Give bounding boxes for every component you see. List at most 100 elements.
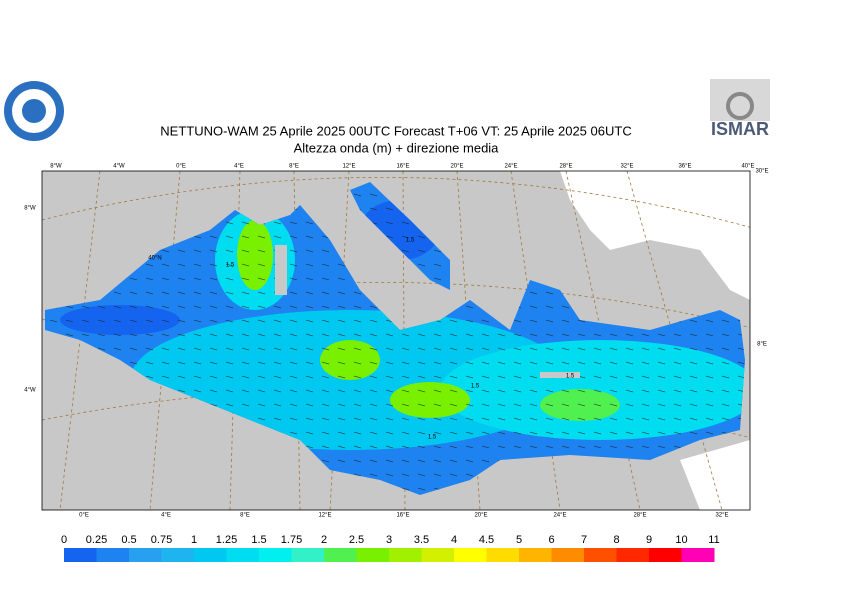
direction-arrow [97, 305, 106, 309]
direction-arrow [305, 263, 314, 267]
direction-arrow [401, 403, 410, 407]
direction-arrow [241, 221, 250, 225]
direction-arrow [641, 347, 650, 351]
direction-arrow [417, 403, 426, 407]
direction-arrow [305, 277, 314, 281]
direction-arrow [609, 375, 618, 379]
colorbar-label: 11 [708, 534, 719, 546]
direction-arrow [353, 305, 362, 309]
direction-arrow [529, 347, 538, 351]
direction-arrow [721, 319, 730, 323]
colorbar-swatch [64, 548, 97, 562]
direction-arrow [145, 305, 154, 309]
direction-arrow [577, 403, 586, 407]
colorbar-swatch [649, 548, 682, 562]
direction-arrow [305, 389, 314, 393]
direction-arrow [593, 361, 602, 365]
direction-arrow [385, 375, 394, 379]
direction-arrow [401, 473, 410, 477]
direction-arrow [241, 333, 250, 337]
direction-arrow [145, 375, 154, 379]
direction-arrow [657, 333, 666, 337]
lon-label: 4°W [113, 164, 125, 170]
colorbar-label: 4.5 [479, 534, 494, 546]
colorbar-swatch [421, 548, 455, 562]
direction-arrow [225, 249, 234, 253]
direction-arrow [177, 277, 186, 281]
direction-arrow [177, 305, 186, 309]
direction-arrow [209, 291, 218, 295]
direction-arrow [161, 305, 170, 309]
lon-label: 28°E [559, 164, 572, 170]
direction-arrow [609, 445, 618, 449]
direction-arrow [561, 389, 570, 393]
direction-arrow [209, 347, 218, 351]
direction-arrow [257, 361, 266, 365]
direction-arrow [577, 431, 586, 435]
lon-label: 24°E [553, 513, 566, 519]
lon-label: 8°E [240, 513, 250, 519]
direction-arrow [657, 417, 666, 421]
colorbar-label: 0.5 [121, 534, 136, 546]
direction-arrow [241, 389, 250, 393]
direction-arrow [673, 417, 682, 421]
direction-arrow [449, 375, 458, 379]
direction-arrow [353, 375, 362, 379]
direction-arrow [337, 375, 346, 379]
colorbar-label: 8 [613, 534, 619, 546]
edge-label: 8°E [757, 342, 767, 348]
direction-arrow [385, 235, 394, 239]
direction-arrow [369, 459, 378, 463]
direction-arrow [305, 431, 314, 435]
direction-arrow [193, 333, 202, 337]
direction-arrow [209, 249, 218, 253]
direction-arrow [433, 333, 442, 337]
direction-arrow [513, 319, 522, 323]
direction-arrow [257, 347, 266, 351]
direction-arrow [417, 459, 426, 463]
direction-arrow [337, 431, 346, 435]
direction-arrow [433, 403, 442, 407]
direction-arrow [625, 431, 634, 435]
direction-arrow [289, 347, 298, 351]
direction-arrow [113, 347, 122, 351]
direction-arrow [481, 333, 490, 337]
direction-arrow [593, 375, 602, 379]
direction-arrow [689, 319, 698, 323]
direction-arrow [225, 333, 234, 337]
direction-arrow [593, 389, 602, 393]
contour-label: 1.5 [471, 384, 480, 390]
direction-arrow [433, 277, 442, 281]
lon-label: 40°E [741, 164, 754, 170]
direction-arrow [289, 403, 298, 407]
direction-arrow [193, 263, 202, 267]
direction-arrow [657, 389, 666, 393]
direction-arrow [705, 361, 714, 365]
direction-arrow [513, 403, 522, 407]
direction-arrow [721, 403, 730, 407]
direction-arrow [241, 263, 250, 267]
direction-arrow [529, 305, 538, 309]
direction-arrow [673, 361, 682, 365]
direction-arrow [321, 277, 330, 281]
direction-arrow [321, 431, 330, 435]
direction-arrow [177, 263, 186, 267]
direction-arrow [321, 305, 330, 309]
direction-arrow [593, 445, 602, 449]
direction-arrow [353, 333, 362, 337]
direction-arrow [449, 431, 458, 435]
direction-arrow [433, 347, 442, 351]
edge-label: 30°E [755, 169, 768, 175]
direction-arrow [369, 445, 378, 449]
direction-arrow [353, 389, 362, 393]
direction-arrow [497, 445, 506, 449]
direction-arrow [545, 291, 554, 295]
colorbar-label: 10 [675, 534, 687, 546]
colorbar-label: 4 [451, 534, 457, 546]
direction-arrow [241, 403, 250, 407]
direction-arrow [241, 249, 250, 253]
direction-arrow [385, 459, 394, 463]
direction-arrow [289, 277, 298, 281]
direction-arrow [337, 347, 346, 351]
direction-arrow [305, 235, 314, 239]
